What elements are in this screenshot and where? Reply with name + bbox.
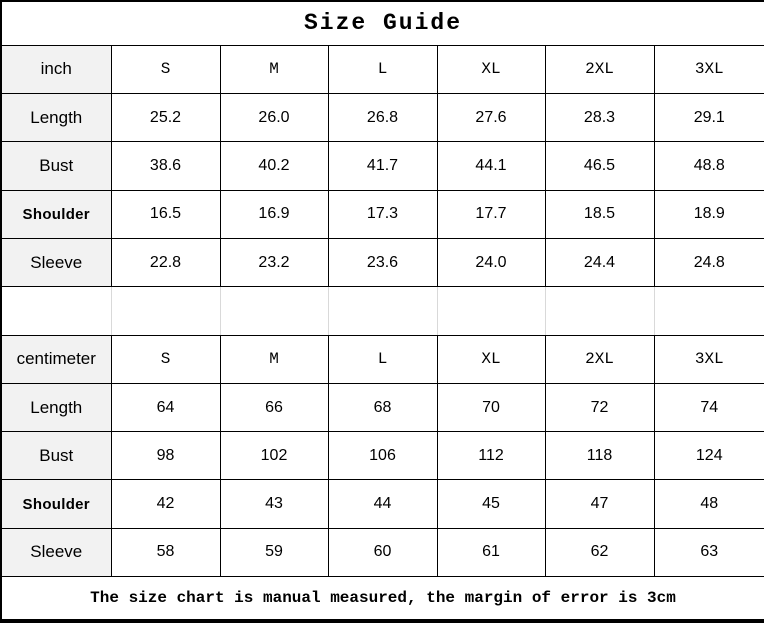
value-cell: 23.6 — [327, 237, 438, 288]
value-cell: 17.3 — [327, 189, 438, 239]
row-label-shoulder: Shoulder — [0, 479, 112, 529]
size-header-2xl: 2XL — [544, 44, 655, 95]
row-label-bust: Bust — [0, 431, 112, 481]
table-row: Length 25.2 26.0 26.8 27.6 28.3 29.1 — [0, 93, 764, 143]
value-cell: 106 — [327, 431, 438, 481]
value-cell: 40.2 — [219, 141, 329, 191]
row-label-shoulder: Shoulder — [0, 189, 112, 239]
spacer-cell — [436, 286, 546, 336]
value-cell: 70 — [436, 382, 546, 433]
value-cell: 41.7 — [327, 141, 438, 191]
footer-note: The size chart is manual measured, the m… — [0, 576, 764, 622]
value-cell: 18.5 — [544, 189, 655, 239]
spacer-cell — [544, 286, 655, 336]
value-cell: 26.8 — [327, 93, 438, 143]
unit-header-inch: inch — [0, 44, 112, 95]
table-row: Length 64 66 68 70 72 74 — [0, 382, 764, 433]
value-cell: 17.7 — [436, 189, 546, 239]
table-row: Shoulder 42 43 44 45 47 48 — [0, 479, 764, 529]
value-cell: 102 — [219, 431, 329, 481]
spacer-cell — [653, 286, 764, 336]
value-cell: 24.4 — [544, 237, 655, 288]
row-label-sleeve: Sleeve — [0, 527, 112, 578]
table-row: Shoulder 16.5 16.9 17.3 17.7 18.5 18.9 — [0, 189, 764, 239]
value-cell: 98 — [110, 431, 221, 481]
value-cell: 60 — [327, 527, 438, 578]
value-cell: 23.2 — [219, 237, 329, 288]
value-cell: 18.9 — [653, 189, 764, 239]
value-cell: 27.6 — [436, 93, 546, 143]
spacer-cell — [219, 286, 329, 336]
value-cell: 64 — [110, 382, 221, 433]
spacer-cell — [110, 286, 221, 336]
value-cell: 48 — [653, 479, 764, 529]
size-header-xl: XL — [436, 44, 546, 95]
spacer-row — [0, 286, 764, 336]
value-cell: 25.2 — [110, 93, 221, 143]
centimeter-header-row: centimeter S M L XL 2XL 3XL — [0, 334, 764, 384]
spacer-cell — [0, 286, 112, 336]
value-cell: 16.9 — [219, 189, 329, 239]
value-cell: 43 — [219, 479, 329, 529]
value-cell: 62 — [544, 527, 655, 578]
row-label-length: Length — [0, 93, 112, 143]
value-cell: 68 — [327, 382, 438, 433]
size-header-m: M — [219, 334, 329, 384]
size-header-3xl: 3XL — [653, 44, 764, 95]
table-row: Bust 98 102 106 112 118 124 — [0, 431, 764, 481]
value-cell: 44.1 — [436, 141, 546, 191]
table-row: Sleeve 22.8 23.2 23.6 24.0 24.4 24.8 — [0, 237, 764, 288]
table-row: Sleeve 58 59 60 61 62 63 — [0, 527, 764, 578]
value-cell: 16.5 — [110, 189, 221, 239]
value-cell: 74 — [653, 382, 764, 433]
unit-header-centimeter: centimeter — [0, 334, 112, 384]
value-cell: 28.3 — [544, 93, 655, 143]
value-cell: 26.0 — [219, 93, 329, 143]
value-cell: 59 — [219, 527, 329, 578]
value-cell: 45 — [436, 479, 546, 529]
size-header-l: L — [327, 44, 438, 95]
value-cell: 38.6 — [110, 141, 221, 191]
value-cell: 61 — [436, 527, 546, 578]
value-cell: 42 — [110, 479, 221, 529]
size-header-2xl: 2XL — [544, 334, 655, 384]
table-row: Bust 38.6 40.2 41.7 44.1 46.5 48.8 — [0, 141, 764, 191]
size-header-xl: XL — [436, 334, 546, 384]
row-label-sleeve: Sleeve — [0, 237, 112, 288]
value-cell: 44 — [327, 479, 438, 529]
value-cell: 29.1 — [653, 93, 764, 143]
value-cell: 24.8 — [653, 237, 764, 288]
value-cell: 46.5 — [544, 141, 655, 191]
value-cell: 124 — [653, 431, 764, 481]
size-header-s: S — [110, 334, 221, 384]
size-header-s: S — [110, 44, 221, 95]
row-label-bust: Bust — [0, 141, 112, 191]
value-cell: 22.8 — [110, 237, 221, 288]
value-cell: 63 — [653, 527, 764, 578]
value-cell: 47 — [544, 479, 655, 529]
size-header-m: M — [219, 44, 329, 95]
value-cell: 24.0 — [436, 237, 546, 288]
value-cell: 72 — [544, 382, 655, 433]
size-header-l: L — [327, 334, 438, 384]
value-cell: 112 — [436, 431, 546, 481]
value-cell: 58 — [110, 527, 221, 578]
spacer-cell — [327, 286, 438, 336]
value-cell: 118 — [544, 431, 655, 481]
row-label-length: Length — [0, 382, 112, 433]
inch-header-row: inch S M L XL 2XL 3XL — [0, 44, 764, 95]
value-cell: 66 — [219, 382, 329, 433]
value-cell: 48.8 — [653, 141, 764, 191]
page-title: Size Guide — [0, 0, 764, 46]
size-header-3xl: 3XL — [653, 334, 764, 384]
